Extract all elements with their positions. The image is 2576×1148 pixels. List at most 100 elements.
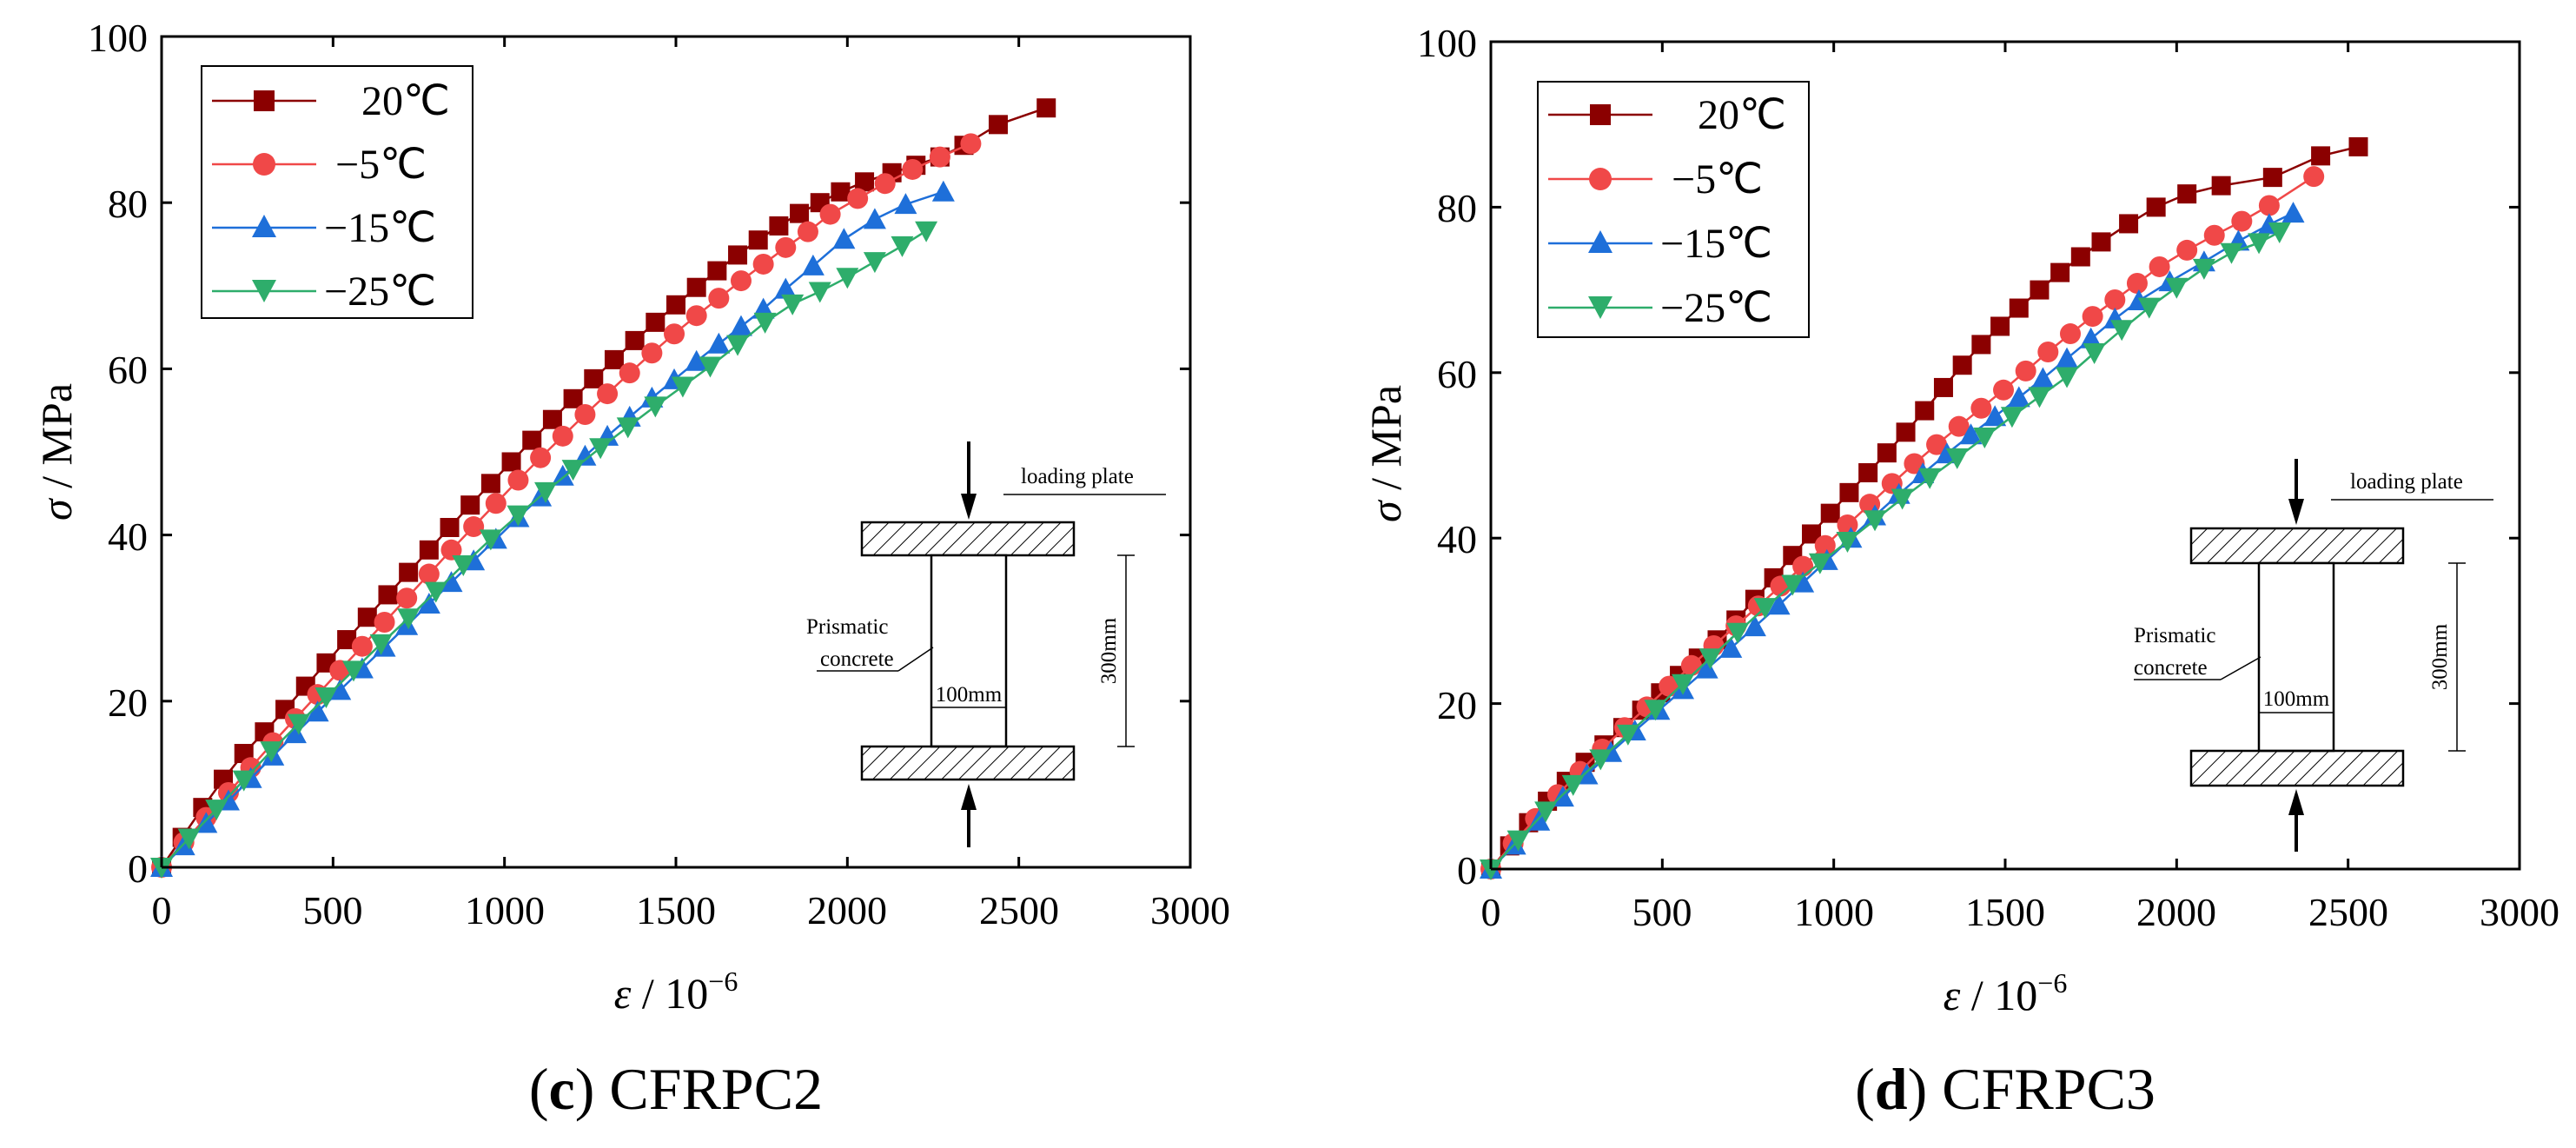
data-point: [2056, 347, 2079, 368]
data-point: [1983, 405, 2007, 427]
data-point: [728, 245, 748, 265]
data-point: [1836, 532, 1859, 554]
data-point: [463, 516, 485, 538]
x-tick-label: 1000: [1794, 890, 1874, 934]
legend-label: −15℃: [324, 205, 436, 251]
data-point: [2262, 168, 2282, 188]
data-point: [708, 288, 730, 309]
data-point: [397, 608, 421, 630]
legend-entry: −25℃: [1548, 285, 1772, 331]
data-point: [753, 312, 777, 334]
data-point: [369, 634, 393, 655]
data-point: [232, 770, 255, 792]
data-point: [1933, 377, 1953, 397]
data-point: [357, 607, 377, 627]
data-point: [1918, 468, 1942, 489]
data-point: [1743, 615, 1766, 637]
concrete-prism: [2257, 561, 2335, 753]
data-point: [351, 635, 373, 657]
legend-entry: −5℃: [212, 142, 427, 188]
data-point: [902, 158, 924, 180]
bottom-loading-plate: [860, 745, 1076, 781]
data-point: [418, 563, 440, 585]
y-tick-label: 0: [1457, 848, 1477, 893]
data-point: [891, 236, 914, 257]
chart-marks: [1480, 136, 2368, 880]
x-tick-label: 1500: [636, 888, 716, 932]
data-point: [707, 261, 727, 281]
data-point: [440, 539, 462, 561]
data-point: [2000, 407, 2023, 428]
data-point: [2031, 367, 2055, 388]
data-point: [1753, 598, 1777, 620]
data-point: [399, 562, 419, 582]
data-point: [328, 679, 352, 700]
legend-label: −25℃: [324, 269, 436, 315]
data-point: [819, 203, 841, 225]
data-point: [205, 800, 228, 821]
data-point: [855, 172, 875, 192]
data-point: [2056, 367, 2079, 388]
data-point: [2009, 298, 2029, 318]
data-point: [619, 362, 640, 384]
axis-ticks: [1489, 40, 2521, 871]
data-point: [2268, 222, 2291, 243]
data-point: [260, 741, 283, 763]
concrete-label-2: concrete: [820, 647, 894, 671]
data-point: [440, 571, 463, 593]
data-point: [597, 383, 619, 405]
y-tick-label: 20: [108, 680, 148, 725]
y-tick-label: 0: [128, 846, 148, 891]
y-tick-label: 60: [108, 348, 148, 392]
series-line: [161, 229, 927, 868]
width-label: 100mm: [936, 683, 1003, 707]
data-point: [306, 700, 329, 722]
data-point: [2149, 255, 2170, 277]
specimen-diagram: loading plate 300mm 100mm Prismatic conc…: [806, 441, 1166, 847]
data-point: [2231, 210, 2253, 232]
data-point: [1672, 674, 1695, 695]
data-point: [1695, 657, 1718, 679]
data-point: [1820, 503, 1840, 523]
data-point: [2203, 224, 2225, 246]
data-point: [177, 828, 201, 850]
chart-panel-d: 0 20 40 60 80 100 0 500 1000 1500 2000 2…: [1361, 21, 2559, 1122]
data-point: [485, 493, 507, 514]
data-point: [2119, 214, 2139, 234]
data-point: [769, 216, 789, 236]
data-point: [699, 356, 722, 378]
data-point: [604, 349, 624, 369]
data-point: [589, 438, 613, 460]
data-point: [561, 460, 585, 481]
data-point: [287, 713, 310, 735]
data-point: [832, 228, 856, 249]
data-point: [748, 230, 768, 250]
data-point: [2104, 289, 2126, 311]
data-point: [2303, 166, 2325, 188]
data-point: [1719, 636, 1743, 658]
data-point: [1915, 401, 1935, 421]
legend-label: −15℃: [1660, 221, 1772, 267]
legend-box: [1537, 81, 1810, 338]
data-point: [574, 403, 596, 425]
data-point: [2083, 342, 2106, 364]
data-point: [480, 474, 500, 494]
data-point: [2137, 297, 2161, 319]
x-tick-label: 500: [303, 888, 363, 932]
data-point: [1616, 724, 1639, 746]
data-point: [960, 133, 982, 155]
data-point: [1036, 98, 1056, 118]
data-point: [2146, 197, 2166, 217]
data-point: [2037, 342, 2059, 362]
data-point: [522, 430, 542, 450]
data-point: [2176, 239, 2198, 261]
data-point: [1561, 774, 1585, 796]
data-point: [283, 722, 307, 744]
data-point: [479, 529, 502, 551]
data-point: [664, 323, 685, 345]
data-point: [801, 254, 824, 275]
x-tick-label: 3000: [1150, 888, 1230, 932]
data-point: [1814, 534, 1836, 556]
y-axis-label: σ / MPa: [32, 383, 81, 521]
data-point: [1896, 422, 1916, 442]
